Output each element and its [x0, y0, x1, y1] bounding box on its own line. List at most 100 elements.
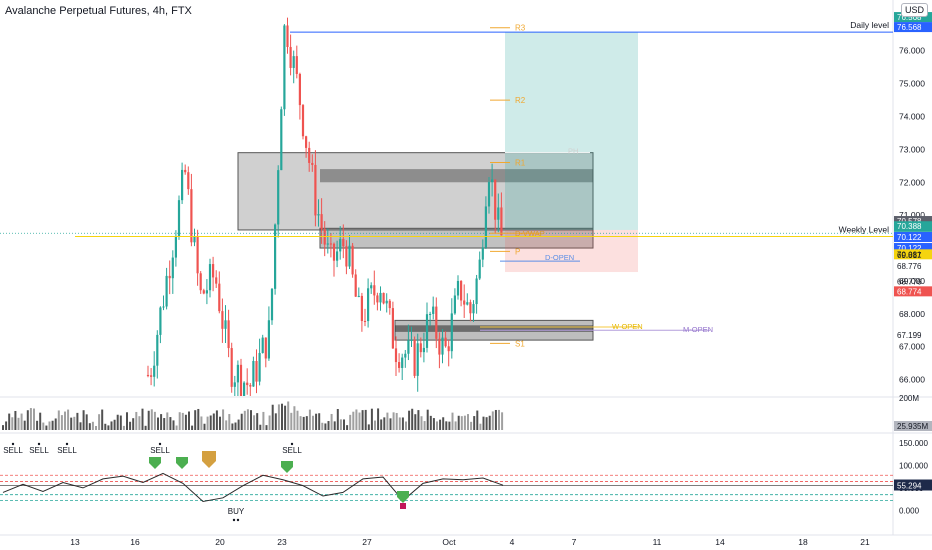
- candle: [484, 206, 487, 248]
- volume-bar: [457, 415, 460, 430]
- candle: [215, 277, 218, 284]
- volume-bar: [122, 425, 125, 430]
- volume-bar: [395, 412, 398, 430]
- volume-bar: [88, 423, 91, 430]
- candle: [336, 251, 339, 261]
- candle: [367, 288, 370, 322]
- candle: [342, 238, 345, 247]
- candle: [413, 339, 416, 376]
- candle: [394, 348, 398, 363]
- candle: [351, 245, 354, 275]
- volume-bar: [432, 418, 435, 430]
- volume-bar: [225, 420, 228, 430]
- volume-bar: [82, 410, 85, 430]
- candle: [233, 382, 236, 387]
- candle: [370, 285, 373, 289]
- volume-bar: [51, 420, 54, 430]
- candle: [146, 374, 150, 376]
- candle: [277, 170, 280, 225]
- x-tick-label: 27: [362, 537, 372, 547]
- volume-bar: [392, 412, 395, 430]
- volume-bar: [67, 409, 70, 430]
- volume-bar: [494, 409, 497, 430]
- signal-dot: [236, 518, 240, 522]
- candle: [171, 257, 174, 279]
- price-axis-label: 70.388: [897, 222, 922, 231]
- candle: [357, 295, 360, 297]
- volume-bar: [417, 410, 420, 430]
- volume-bar: [343, 419, 345, 430]
- volume-bar: [172, 420, 175, 430]
- volume-bar: [429, 415, 432, 430]
- candle: [305, 136, 308, 148]
- volume-bar: [355, 409, 358, 430]
- volume-bar: [405, 421, 407, 430]
- candle: [289, 46, 292, 68]
- currency-badge[interactable]: USD: [901, 3, 929, 17]
- volume-bar: [14, 410, 17, 430]
- candle: [187, 172, 190, 190]
- volume-bar: [45, 425, 48, 430]
- candle: [177, 200, 181, 238]
- signal-marker: [202, 451, 216, 468]
- price-label-bg: [894, 22, 932, 33]
- volume-bar: [126, 412, 128, 430]
- candle: [419, 343, 422, 353]
- candle: [450, 313, 453, 352]
- candle: [292, 56, 295, 68]
- volume-bar: [271, 404, 274, 430]
- volume-bar: [95, 425, 97, 430]
- candle: [407, 340, 410, 354]
- volume-bar: [119, 415, 122, 430]
- y-tick-label: 76.000: [899, 46, 925, 56]
- volume-bar: [243, 410, 246, 430]
- price-axis-label: 70.122: [897, 244, 922, 253]
- volume-bar: [17, 417, 20, 430]
- volume-bar: [423, 421, 426, 430]
- candle: [360, 295, 363, 322]
- osc-y-tick: 0.000: [899, 506, 920, 515]
- volume-bar: [398, 417, 401, 430]
- oscillator: [0, 451, 893, 509]
- candle: [348, 245, 351, 267]
- candle: [199, 273, 202, 291]
- candle: [165, 275, 168, 307]
- candle: [317, 214, 320, 216]
- volume-bar: [175, 425, 178, 430]
- candle: [363, 321, 367, 323]
- volume-bar: [296, 410, 299, 430]
- sell-signal-label: SELL: [282, 446, 302, 455]
- x-tick-label: 20: [215, 537, 225, 547]
- x-tick-label: 18: [798, 537, 808, 547]
- volume-bar: [268, 415, 271, 430]
- volume-bar: [163, 418, 166, 430]
- x-tick-label: 7: [572, 537, 577, 547]
- volume-bar: [470, 421, 473, 430]
- volume-bar: [336, 409, 339, 430]
- volume-current-label: 25.935M: [897, 422, 928, 431]
- volume-bar: [64, 411, 66, 430]
- price-axis-label: 68.774: [897, 287, 922, 296]
- candle: [339, 238, 342, 252]
- volume-bar: [324, 423, 327, 430]
- volume-bar: [479, 423, 482, 430]
- ph-label: PH: [568, 147, 578, 156]
- candle: [202, 290, 205, 294]
- y-tick-label: 72.000: [899, 177, 925, 187]
- buy-marker: [397, 491, 409, 503]
- volume-bar: [178, 412, 181, 430]
- volume-bar: [377, 408, 380, 430]
- candle: [463, 300, 466, 305]
- volume-bar: [42, 422, 45, 430]
- w-open-label: W-OPEN: [612, 322, 643, 331]
- candle: [168, 275, 171, 279]
- osc-series-line: [2, 472, 504, 502]
- volume-bar: [48, 421, 51, 430]
- candle: [466, 302, 469, 305]
- x-tick-label: 21: [860, 537, 870, 547]
- volume-bar: [191, 425, 194, 430]
- volume-bar: [445, 421, 448, 430]
- x-tick-label: 14: [715, 537, 725, 547]
- candle: [404, 353, 407, 358]
